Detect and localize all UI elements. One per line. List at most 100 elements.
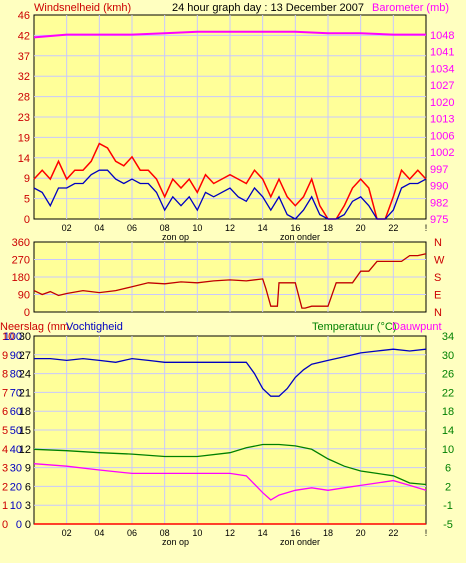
rain-y-tick: 1 [2,500,8,512]
x-tick-label: 16 [290,528,300,538]
wind-axis-title: Windsnelheid (kmh) [34,2,131,14]
humidity-y-tick: 100 [4,331,22,343]
rain-y-tick: 7 [2,387,8,399]
temperature-y-tick: 18 [442,406,454,418]
wind-grid [34,15,426,219]
direction-line [33,253,427,309]
inner-y-tick: 6 [25,481,31,493]
barometer-y-tick: 975 [430,214,448,226]
rain-y-tick: 4 [2,444,8,456]
x-tick-label: 08 [160,223,170,233]
inner-y-tick: 18 [19,406,31,418]
x-tick-label: 14 [258,528,268,538]
inner-y-tick: 12 [19,444,31,456]
wind-y-tick: 32 [18,71,30,83]
x-tick-label: 06 [127,223,137,233]
barometer-y-tick: 1020 [430,97,454,109]
wind-y-tick: 0 [24,214,30,226]
humidity-y-tick: 80 [10,369,22,381]
direction-y-tick: 90 [18,290,30,302]
x-tick-label: 08 [160,528,170,538]
temperature-y-tick: 22 [442,387,454,399]
direction-y-tick: 360 [12,237,30,249]
barometer-y-tick: 1006 [430,130,454,142]
wind-y-tick: 14 [18,153,30,165]
wind-avg-line [33,169,427,220]
temperature-y-tick: -5 [443,519,453,531]
x-tick-label: ! [425,528,428,538]
barometer-y-tick: 1048 [430,30,454,42]
rain-y-tick: 10 [2,331,14,343]
humidity-y-tick: 90 [10,350,22,362]
x-tick-label: 18 [323,528,333,538]
rain-y-tick: 5 [2,425,8,437]
inner-y-tick: 27 [19,350,31,362]
compass-tick: W [434,255,445,267]
barometer-y-tick: 1002 [430,147,454,159]
sunrise-label-2: zon op [162,537,189,547]
humidity-y-tick: 70 [10,387,22,399]
temperature-y-tick: 2 [445,481,451,493]
x-tick-label: 12 [225,528,235,538]
humidity-series [33,348,427,525]
direction-y-tick: 180 [12,272,30,284]
inner-y-tick: 9 [25,463,31,475]
wind-gust-line [33,142,427,220]
wind-y-tick: 46 [18,10,30,22]
x-tick-label: 18 [323,223,333,233]
compass-tick: S [434,272,441,284]
humidity-y-tick: 30 [10,463,22,475]
humidity-y-tick: 20 [10,481,22,493]
rain-y-tick: 0 [2,519,8,531]
barometer-y-tick: 1041 [430,47,454,59]
barometer-y-tick: 990 [430,181,448,193]
inner-y-tick: 0 [25,519,31,531]
rain-y-tick: 6 [2,406,8,418]
humidity-line [34,348,427,397]
compass-tick: E [434,290,441,302]
dewpoint-line [33,463,427,501]
humidity-axes: 02 04 06 08 10 12 14 16 18 20 22 !10987654321010090… [2,331,454,538]
graph-title: 24 hour graph day : 13 December 2007 [172,2,364,14]
rain-y-tick: 9 [2,350,8,362]
temperature-y-tick: -1 [443,500,453,512]
sunset-label-1: zon onder [280,232,320,242]
inner-y-tick: 3 [25,500,31,512]
humidity-y-tick: 50 [10,425,22,437]
barometer-y-tick: 997 [430,164,448,176]
temperature-y-tick: 6 [445,463,451,475]
rain-y-tick: 2 [2,481,8,493]
rain-axis-title: Neerslag (mm [0,321,69,333]
inner-y-tick: 30 [19,331,31,343]
barometer-y-tick: 1027 [430,80,454,92]
x-tick-label: 22 [388,528,398,538]
wind-y-tick: 5 [24,194,30,206]
x-tick-label: 10 [192,528,202,538]
sunset-label-2: zon onder [280,537,320,547]
inner-y-tick: 21 [19,387,31,399]
rain-y-tick: 3 [2,463,8,475]
direction-y-tick: 270 [12,255,30,267]
x-tick-label: ! [425,223,428,233]
humidity-axis-title: Vochtigheid [66,321,123,333]
x-tick-label: 14 [258,223,268,233]
rain-y-tick: 8 [2,369,8,381]
dewpoint-axis-title: Dauwpunt [392,321,442,333]
wind-axes: 02 04 06 08 10 12 14 16 18 20 22 ! 46 42 37 32 28 23 19 14 9… [18,10,455,233]
temperature-y-tick: 26 [442,369,454,381]
wind-y-tick: 23 [18,112,30,124]
inner-y-tick: 24 [19,369,31,381]
wind-y-tick: 19 [18,132,30,144]
temperature-y-tick: 14 [442,425,454,437]
compass-tick: N [434,237,442,249]
x-tick-label: 12 [225,223,235,233]
temperature-line [33,443,427,486]
x-tick-label: 16 [290,223,300,233]
x-tick-label: 02 [62,223,72,233]
barometer-y-tick: 1034 [430,63,454,75]
wind-y-tick: 28 [18,92,30,104]
barometer-y-tick: 1013 [430,114,454,126]
wind-y-tick: 37 [18,51,30,63]
